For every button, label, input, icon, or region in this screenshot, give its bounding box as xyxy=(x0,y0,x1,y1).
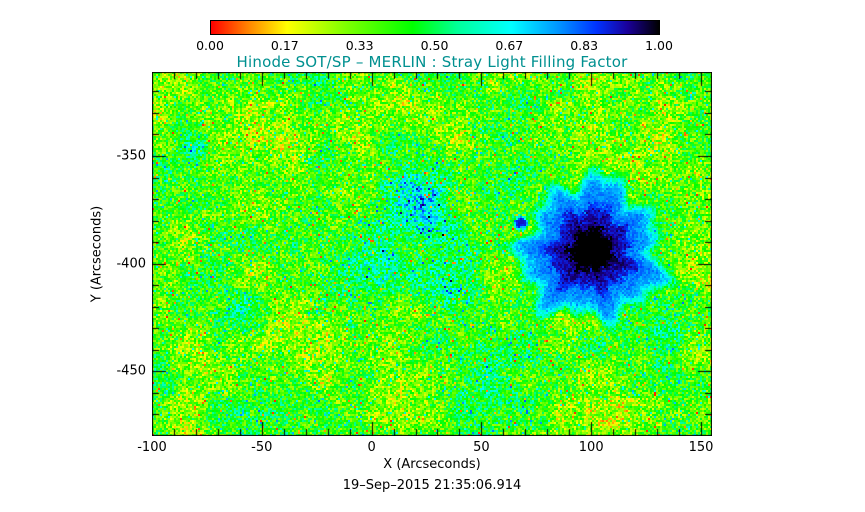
x-tick-label: 100 xyxy=(578,440,604,455)
plot-area: -100 -50 0 50 100 150 -350 -400 -450 xyxy=(116,72,713,455)
colorbar-tick-label: 0.83 xyxy=(570,38,599,53)
x-tick-label: 50 xyxy=(473,440,490,455)
colorbar xyxy=(210,20,660,35)
plot-title: Hinode SOT/SP – MERLIN : Stray Light Fil… xyxy=(236,53,628,71)
y-tick-label: -350 xyxy=(116,148,146,164)
colorbar-tick-label: 0.67 xyxy=(495,38,524,53)
x-tick-label: -50 xyxy=(251,440,273,455)
colorbar-tick-labels: 0.00 0.17 0.33 0.50 0.67 0.83 1.00 xyxy=(196,38,673,53)
colorbar-tick-label: 0.17 xyxy=(270,38,299,53)
colorbar-tick-label: 1.00 xyxy=(645,38,673,53)
timestamp-caption: 19–Sep–2015 21:35:06.914 xyxy=(342,478,522,493)
colorbar-tick-label: 0.50 xyxy=(420,38,449,53)
y-tick-label: -450 xyxy=(116,363,146,379)
axes-overlay xyxy=(152,72,712,436)
x-axis-label: X (Arcseconds) xyxy=(383,457,481,472)
colorbar-tick-label: 0.00 xyxy=(196,38,224,53)
colorbar-tick-label: 0.33 xyxy=(345,38,374,53)
x-tick-label: 0 xyxy=(367,440,376,455)
y-axis-label: Y (Arcseconds) xyxy=(89,205,105,303)
x-tick-label: -100 xyxy=(137,440,167,455)
x-tick-label: 150 xyxy=(688,440,714,455)
